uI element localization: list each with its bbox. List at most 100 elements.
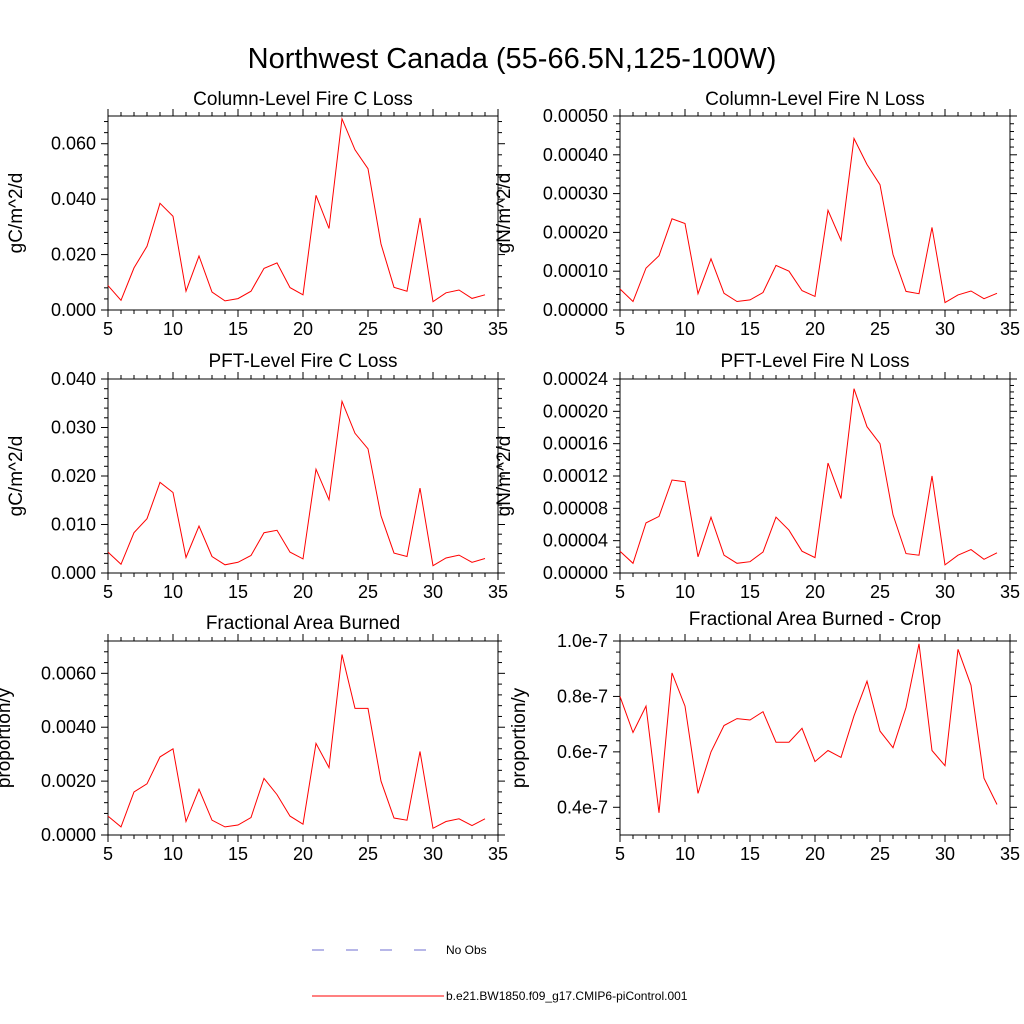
y-axis-label: gC/m^2/d xyxy=(6,173,27,254)
x-tick-label: 25 xyxy=(870,319,890,339)
x-tick-label: 5 xyxy=(615,582,625,602)
series-line xyxy=(619,136,998,304)
y-tick-label: 0.00050 xyxy=(543,106,608,126)
x-tick-label: 25 xyxy=(358,319,378,339)
x-tick-label: 15 xyxy=(228,844,248,864)
y-tick-label: 0.0060 xyxy=(41,663,96,683)
plot-frame xyxy=(619,115,1011,311)
y-tick-label: 0.060 xyxy=(51,134,96,154)
y-tick-label: 0.040 xyxy=(51,369,96,389)
x-tick-label: 10 xyxy=(163,582,183,602)
x-tick-label: 35 xyxy=(1000,844,1020,864)
plot-frame xyxy=(619,378,1011,574)
y-tick-label: 0.00020 xyxy=(543,222,608,242)
y-tick-label: 0.00008 xyxy=(543,498,608,518)
y-tick-label: 0.00000 xyxy=(543,300,608,320)
y-tick-label: 0.000 xyxy=(51,300,96,320)
x-tick-label: 10 xyxy=(675,319,695,339)
x-tick-label: 30 xyxy=(423,319,443,339)
x-tick-label: 10 xyxy=(675,844,695,864)
panel-fractional-area-burned-crop: Fractional Area Burned - Crop proportion… xyxy=(509,609,1020,864)
y-tick-label: 0.0000 xyxy=(41,825,96,845)
y-tick-label: 0.030 xyxy=(51,418,96,438)
panel-title: Column-Level Fire N Loss xyxy=(705,89,925,110)
series-line xyxy=(107,399,486,567)
x-tick-label: 10 xyxy=(163,319,183,339)
panel-title: PFT-Level Fire C Loss xyxy=(209,351,398,372)
x-tick-label: 35 xyxy=(1000,582,1020,602)
panel-title: PFT-Level Fire N Loss xyxy=(721,351,910,372)
legend-item-no-obs: No Obs xyxy=(312,943,487,957)
x-tick-label: 25 xyxy=(870,582,890,602)
x-tick-label: 25 xyxy=(870,844,890,864)
y-tick-label: 0.010 xyxy=(51,515,96,535)
x-tick-label: 5 xyxy=(103,319,113,339)
y-tick-label: 0.00010 xyxy=(543,261,608,281)
y-axis-label: gN/m^2/d xyxy=(494,173,515,254)
panel-column-fire-c-loss: Column-Level Fire C Loss gC/m^2/d 5 10 15 2… xyxy=(6,89,508,339)
x-tick-label: 30 xyxy=(935,319,955,339)
plot-frame xyxy=(107,640,499,836)
y-axis-label: proportion/y xyxy=(509,687,530,788)
legend: No Obs b.e21.BW1850.f09_g17.CMIP6-piCont… xyxy=(312,943,688,1003)
y-tick-label: 0.4e-7 xyxy=(557,797,608,817)
y-tick-label: 0.00004 xyxy=(543,531,608,551)
x-tick-label: 20 xyxy=(805,844,825,864)
panel-pft-fire-c-loss: PFT-Level Fire C Loss gC/m^2/d 5 10 15 20 25… xyxy=(6,351,508,602)
x-tick-label: 35 xyxy=(488,319,508,339)
panel-fractional-area-burned: Fractional Area Burned proportion/y 5 10 1… xyxy=(0,613,508,864)
panel-column-fire-n-loss: Column-Level Fire N Loss gN/m^2/d 5 10 15 2… xyxy=(494,89,1020,339)
series-line xyxy=(107,116,486,303)
x-tick-label: 5 xyxy=(103,582,113,602)
y-tick-label: 0.020 xyxy=(51,245,96,265)
x-tick-label: 30 xyxy=(423,582,443,602)
x-tick-label: 35 xyxy=(488,582,508,602)
x-tick-label: 15 xyxy=(228,319,248,339)
x-tick-label: 20 xyxy=(805,319,825,339)
y-tick-label: 0.00016 xyxy=(543,434,608,454)
x-tick-label: 20 xyxy=(293,844,313,864)
x-tick-label: 30 xyxy=(423,844,443,864)
x-tick-label: 15 xyxy=(740,844,760,864)
y-tick-label: 0.00024 xyxy=(543,369,608,389)
legend-label: No Obs xyxy=(446,943,487,957)
x-tick-label: 30 xyxy=(935,844,955,864)
y-tick-label: 1.0e-7 xyxy=(557,631,608,651)
y-tick-label: 0.00020 xyxy=(543,401,608,421)
y-tick-label: 0.8e-7 xyxy=(557,686,608,706)
panel-title: Column-Level Fire C Loss xyxy=(193,89,413,110)
x-tick-label: 30 xyxy=(935,582,955,602)
y-tick-label: 0.040 xyxy=(51,189,96,209)
y-tick-label: 0.00040 xyxy=(543,145,608,165)
legend-label: b.e21.BW1850.f09_g17.CMIP6-piControl.001 xyxy=(446,989,688,1003)
y-tick-label: 0.6e-7 xyxy=(557,742,608,762)
y-tick-label: 0.0040 xyxy=(41,717,96,737)
x-tick-label: 10 xyxy=(675,582,695,602)
series-line xyxy=(107,654,486,830)
x-tick-label: 15 xyxy=(228,582,248,602)
y-axis-label: proportion/y xyxy=(0,687,15,788)
y-tick-label: 0.00000 xyxy=(543,563,608,583)
y-tick-label: 0.00030 xyxy=(543,184,608,204)
y-axis-label: gN/m^2/d xyxy=(494,436,515,517)
legend-item-model-run: b.e21.BW1850.f09_g17.CMIP6-piControl.001 xyxy=(312,989,688,1003)
x-tick-label: 15 xyxy=(740,582,760,602)
y-tick-label: 0.00012 xyxy=(543,466,608,486)
plot-frame xyxy=(107,378,499,574)
x-tick-label: 5 xyxy=(103,844,113,864)
x-tick-label: 10 xyxy=(163,844,183,864)
panel-title: Fractional Area Burned - Crop xyxy=(689,609,941,630)
y-tick-label: 0.020 xyxy=(51,466,96,486)
series-line xyxy=(619,643,998,813)
x-tick-label: 5 xyxy=(615,319,625,339)
x-tick-label: 20 xyxy=(293,319,313,339)
y-axis-label: gC/m^2/d xyxy=(6,436,27,517)
y-tick-label: 0.000 xyxy=(51,563,96,583)
x-tick-label: 5 xyxy=(615,844,625,864)
x-tick-label: 25 xyxy=(358,844,378,864)
plot-frame xyxy=(107,115,499,311)
x-tick-label: 35 xyxy=(488,844,508,864)
x-tick-label: 25 xyxy=(358,582,378,602)
x-tick-label: 20 xyxy=(293,582,313,602)
